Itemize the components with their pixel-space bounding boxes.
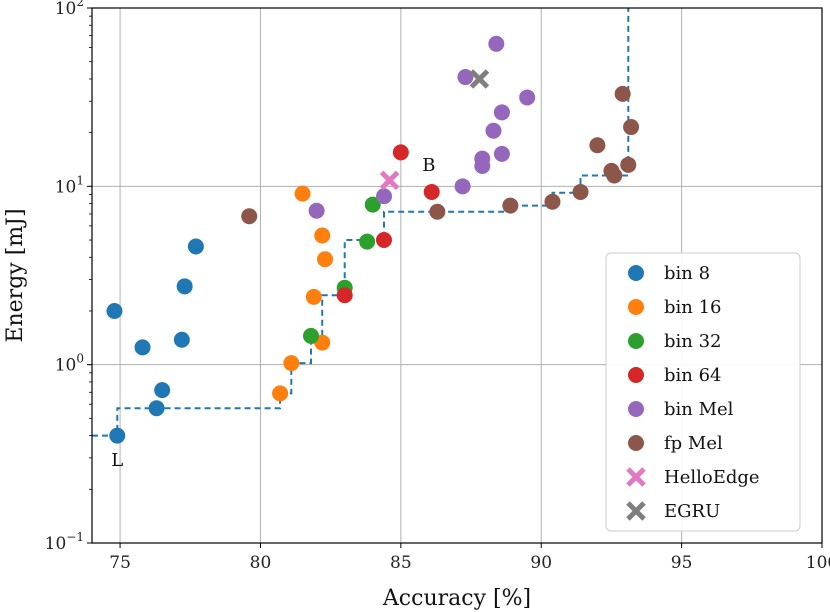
fp-mel-point	[544, 193, 561, 210]
bin-mel-point	[457, 69, 474, 86]
bin-8-point	[134, 339, 151, 356]
fp-mel-point	[623, 119, 640, 136]
bin-16-point	[317, 251, 334, 268]
legend-label-helloedge: HelloEdge	[664, 467, 760, 488]
annotation-label: L	[111, 450, 123, 471]
bin-16-point	[305, 288, 322, 305]
bin-64-point	[392, 144, 409, 161]
bin-64-point	[336, 287, 353, 304]
fp-mel-point	[589, 137, 606, 154]
y-axis-label: Energy [mJ]	[3, 208, 28, 342]
bin-mel-point	[308, 202, 325, 219]
bin-mel-point	[474, 150, 491, 167]
helloedge-marker	[379, 170, 400, 191]
annotation-label: B	[422, 155, 435, 176]
annotations: LB	[111, 155, 435, 471]
bin-mel-point	[493, 104, 510, 121]
bin-16-point	[272, 385, 289, 402]
y-tick-base: 10	[45, 534, 67, 554]
legend-marker-bin-16	[628, 299, 644, 315]
fp-mel-point	[572, 183, 589, 200]
bin-mel-point	[519, 89, 536, 106]
bin-32-point	[303, 327, 319, 344]
plot-frame	[91, 7, 823, 544]
fp-mel-point	[620, 156, 637, 173]
bin-32-point	[359, 233, 376, 250]
egru-marker-stroke	[469, 69, 490, 89]
bin-mel-point	[488, 35, 505, 52]
x-tick-label: 75	[109, 553, 131, 573]
x-axis-label: Accuracy [%]	[382, 586, 531, 611]
bin-8-point	[176, 278, 193, 295]
bin-mel-point	[485, 122, 502, 139]
legend-marker-bin-32	[628, 333, 644, 349]
y-tick-exponent: 0	[76, 352, 84, 366]
fp-mel-point	[241, 208, 258, 225]
bin-8-point	[148, 400, 165, 417]
bin-64-point	[376, 232, 392, 249]
fp-mel-point	[606, 167, 623, 184]
legend-marker-bin-8	[628, 265, 644, 281]
bin-8-point	[106, 302, 123, 319]
y-tick-base: 10	[55, 177, 77, 197]
legend-label-bin-16: bin 16	[664, 297, 722, 318]
bin-64-point	[423, 183, 440, 200]
x-tick-label: 100	[806, 553, 830, 573]
fp-mel-point	[502, 197, 519, 214]
legend-marker-fp-mel	[628, 435, 644, 451]
legend-label-bin-64: bin 64	[664, 365, 722, 386]
legend-box	[605, 252, 801, 532]
egru-marker	[469, 69, 490, 89]
x-tick-label: 90	[530, 553, 552, 573]
x-tick-label: 85	[390, 553, 412, 573]
bin-32-point	[364, 196, 381, 213]
helloedge-marker-stroke	[379, 170, 400, 191]
y-tick-exponent: 1	[76, 173, 84, 187]
bin-mel-point	[376, 188, 392, 205]
legend-marker-helloedge	[626, 467, 646, 487]
y-tick-exponent: 2	[76, 0, 84, 9]
y-tick-label: 101	[55, 173, 84, 197]
legend: bin 8 bin 16 bin 32 bin 64 bin Mel fp Mel Hell…	[605, 252, 801, 532]
legend-label-fp-mel: fp Mel	[664, 433, 723, 454]
y-tick-base: 10	[55, 356, 77, 376]
bin-16-point	[314, 227, 331, 244]
bin-8-point	[109, 427, 126, 444]
data-points	[106, 35, 640, 444]
legend-marker-bin-64	[628, 367, 644, 383]
y-tick-base: 10	[55, 0, 77, 19]
bin-16-point	[294, 185, 311, 202]
legend-marker-egru	[626, 501, 646, 521]
y-tick-label: 10−1	[45, 530, 84, 554]
legend-label-egru: EGRU	[664, 501, 720, 522]
x-tick-label: 80	[250, 553, 272, 573]
pareto-front-line	[92, 8, 630, 437]
bin-mel-point	[493, 145, 510, 162]
pareto-front	[92, 8, 630, 437]
legend-label-bin-mel: bin Mel	[664, 399, 734, 420]
bin-16-point	[283, 355, 300, 372]
legend-label-bin-32: bin 32	[664, 331, 722, 352]
y-tick-exponent: −1	[66, 530, 84, 544]
bin-8-point	[187, 238, 204, 255]
fp-mel-point	[614, 85, 631, 102]
legend-marker-bin-mel	[628, 401, 644, 417]
fp-mel-point	[429, 203, 446, 220]
y-tick-label: 100	[55, 352, 84, 376]
bin-8-point	[173, 331, 190, 348]
legend-label-bin-8: bin 8	[664, 263, 710, 284]
bin-8-point	[154, 382, 171, 399]
x-tick-label: 95	[671, 553, 693, 573]
bin-mel-point	[454, 178, 471, 195]
y-tick-label: 102	[55, 0, 84, 19]
